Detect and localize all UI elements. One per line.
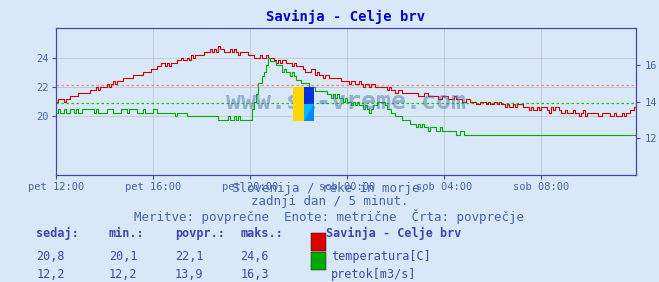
Text: povpr.:: povpr.: (175, 227, 225, 240)
Text: sedaj:: sedaj: (36, 227, 79, 240)
Bar (293, 87, 304, 121)
Text: 16,3: 16,3 (241, 268, 269, 281)
Text: 12,2: 12,2 (36, 268, 65, 281)
Text: 24,6: 24,6 (241, 250, 269, 263)
Bar (304, 104, 314, 121)
Text: 13,9: 13,9 (175, 268, 203, 281)
Polygon shape (304, 104, 314, 121)
Text: temperatura[C]: temperatura[C] (331, 250, 430, 263)
Text: pretok[m3/s]: pretok[m3/s] (331, 268, 416, 281)
Text: www.si-vreme.com: www.si-vreme.com (226, 89, 466, 114)
Text: 20,1: 20,1 (109, 250, 137, 263)
Text: 20,8: 20,8 (36, 250, 65, 263)
Text: maks.:: maks.: (241, 227, 283, 240)
Text: min.:: min.: (109, 227, 144, 240)
Bar (304, 87, 314, 104)
Text: zadnji dan / 5 minut.: zadnji dan / 5 minut. (251, 195, 408, 208)
Text: Meritve: povprečne  Enote: metrične  Črta: povprečje: Meritve: povprečne Enote: metrične Črta:… (134, 209, 525, 224)
Text: 12,2: 12,2 (109, 268, 137, 281)
Title: Savinja - Celje brv: Savinja - Celje brv (266, 10, 426, 24)
Text: 22,1: 22,1 (175, 250, 203, 263)
Text: Savinja - Celje brv: Savinja - Celje brv (326, 227, 461, 240)
Text: Slovenija / reke in morje.: Slovenija / reke in morje. (232, 182, 427, 195)
